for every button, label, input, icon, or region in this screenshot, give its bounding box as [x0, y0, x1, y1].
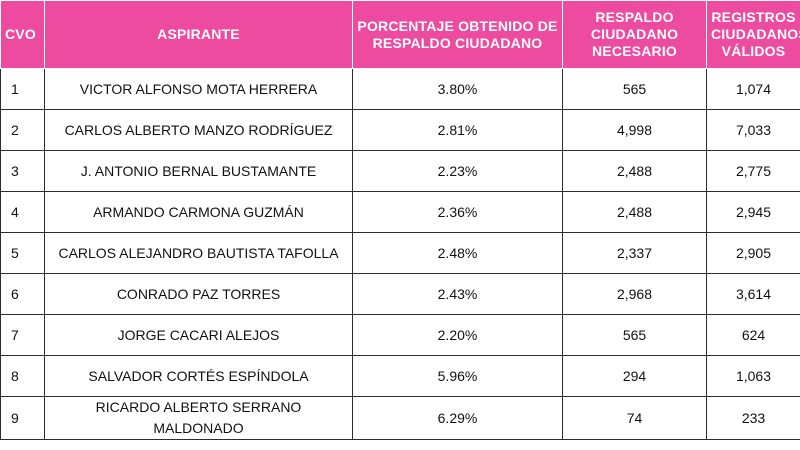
table-row: 8 SALVADOR CORTÉS ESPÍNDOLA 5.96% 294 1,…: [0, 355, 800, 397]
table-body: 1 VICTOR ALFONSO MOTA HERRERA 3.80% 565 …: [0, 68, 800, 440]
cell-respaldo: 74: [562, 396, 707, 440]
cell-aspirante: ARMANDO CARMONA GUZMÁN: [44, 191, 353, 233]
cell-porcentaje: 2.20%: [352, 314, 563, 356]
cell-respaldo: 565: [562, 68, 707, 110]
cell-registros: 624: [706, 314, 800, 356]
cell-cvo: 6: [0, 273, 45, 315]
cell-aspirante: CONRADO PAZ TORRES: [44, 273, 353, 315]
header-registros: REGISTROS CIUDADANOS VÁLIDOS: [706, 0, 800, 69]
table-row: 3 J. ANTONIO BERNAL BUSTAMANTE 2.23% 2,4…: [0, 150, 800, 192]
table-row: 2 CARLOS ALBERTO MANZO RODRÍGUEZ 2.81% 4…: [0, 109, 800, 151]
table-row: 7 JORGE CACARI ALEJOS 2.20% 565 624: [0, 314, 800, 356]
cell-respaldo: 2,488: [562, 150, 707, 192]
cell-registros: 1,063: [706, 355, 800, 397]
header-cvo: CVO: [0, 0, 45, 69]
cell-respaldo: 2,968: [562, 273, 707, 315]
table-row: 1 VICTOR ALFONSO MOTA HERRERA 3.80% 565 …: [0, 68, 800, 110]
table-row: 6 CONRADO PAZ TORRES 2.43% 2,968 3,614: [0, 273, 800, 315]
cell-cvo: 9: [0, 396, 45, 440]
cell-cvo: 8: [0, 355, 45, 397]
cell-respaldo: 2,337: [562, 232, 707, 274]
cell-respaldo: 2,488: [562, 191, 707, 233]
cell-aspirante: SALVADOR CORTÉS ESPÍNDOLA: [44, 355, 353, 397]
cell-cvo: 4: [0, 191, 45, 233]
cell-porcentaje: 2.43%: [352, 273, 563, 315]
cell-porcentaje: 3.80%: [352, 68, 563, 110]
cell-cvo: 1: [0, 68, 45, 110]
header-row: CVO ASPIRANTE PORCENTAJE OBTENIDO DE RES…: [0, 0, 800, 69]
header-porcentaje: PORCENTAJE OBTENIDO DE RESPALDO CIUDADAN…: [352, 0, 563, 69]
cell-aspirante: CARLOS ALBERTO MANZO RODRÍGUEZ: [44, 109, 353, 151]
cell-registros: 1,074: [706, 68, 800, 110]
header-respaldo: RESPALDO CIUDADANO NECESARIO: [562, 0, 707, 69]
cell-cvo: 7: [0, 314, 45, 356]
cell-registros: 233: [706, 396, 800, 440]
cell-aspirante: CARLOS ALEJANDRO BAUTISTA TAFOLLA: [44, 232, 353, 274]
cell-registros: 3,614: [706, 273, 800, 315]
cell-porcentaje: 5.96%: [352, 355, 563, 397]
table-row: 5 CARLOS ALEJANDRO BAUTISTA TAFOLLA 2.48…: [0, 232, 800, 274]
cell-registros: 2,945: [706, 191, 800, 233]
table-row: 4 ARMANDO CARMONA GUZMÁN 2.36% 2,488 2,9…: [0, 191, 800, 233]
aspirantes-table: CVO ASPIRANTE PORCENTAJE OBTENIDO DE RES…: [0, 0, 800, 440]
cell-porcentaje: 6.29%: [352, 396, 563, 440]
cell-registros: 7,033: [706, 109, 800, 151]
table-header: CVO ASPIRANTE PORCENTAJE OBTENIDO DE RES…: [0, 0, 800, 69]
cell-cvo: 2: [0, 109, 45, 151]
cell-registros: 2,905: [706, 232, 800, 274]
cell-respaldo: 294: [562, 355, 707, 397]
cell-aspirante: JORGE CACARI ALEJOS: [44, 314, 353, 356]
table-row: 9 RICARDO ALBERTO SERRANO MALDONADO 6.29…: [0, 396, 800, 440]
cell-registros: 2,775: [706, 150, 800, 192]
cell-respaldo: 4,998: [562, 109, 707, 151]
cell-porcentaje: 2.23%: [352, 150, 563, 192]
cell-porcentaje: 2.36%: [352, 191, 563, 233]
cell-respaldo: 565: [562, 314, 707, 356]
cell-cvo: 5: [0, 232, 45, 274]
cell-aspirante: J. ANTONIO BERNAL BUSTAMANTE: [44, 150, 353, 192]
cell-porcentaje: 2.81%: [352, 109, 563, 151]
header-aspirante: ASPIRANTE: [44, 0, 353, 69]
cell-aspirante: RICARDO ALBERTO SERRANO MALDONADO: [44, 396, 353, 440]
cell-cvo: 3: [0, 150, 45, 192]
cell-porcentaje: 2.48%: [352, 232, 563, 274]
cell-aspirante: VICTOR ALFONSO MOTA HERRERA: [44, 68, 353, 110]
